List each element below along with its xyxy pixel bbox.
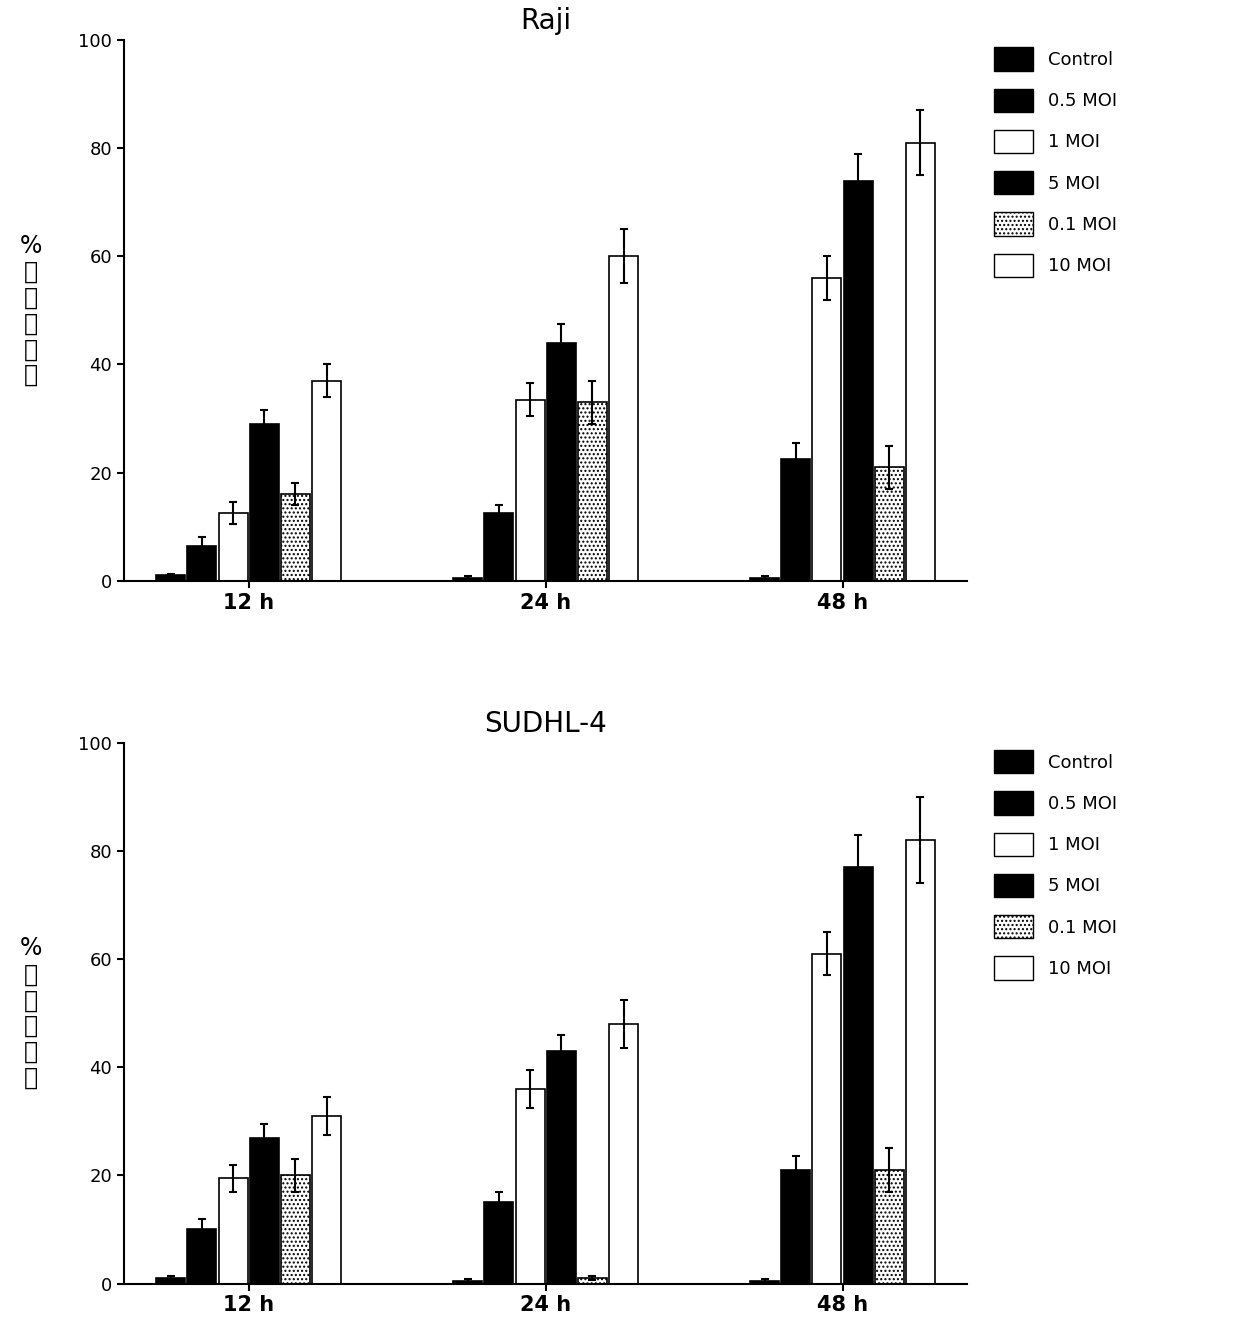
Bar xyxy=(218,513,248,580)
Title: Raji: Raji xyxy=(520,7,572,35)
Bar xyxy=(281,495,310,580)
Bar xyxy=(874,467,904,580)
Bar xyxy=(312,1116,341,1284)
Bar xyxy=(843,868,873,1284)
Bar xyxy=(281,1175,310,1284)
Bar xyxy=(312,381,341,580)
Bar xyxy=(781,1170,810,1284)
Bar xyxy=(874,1170,904,1284)
Bar xyxy=(187,545,217,580)
Title: SUDHL-4: SUDHL-4 xyxy=(485,710,606,738)
Bar xyxy=(609,257,639,580)
Bar xyxy=(547,1051,575,1284)
Legend: Control, 0.5 MOI, 1 MOI, 5 MOI, 0.1 MOI, 10 MOI: Control, 0.5 MOI, 1 MOI, 5 MOI, 0.1 MOI,… xyxy=(985,39,1126,286)
Bar xyxy=(453,578,482,580)
Bar xyxy=(187,1230,217,1284)
Bar xyxy=(812,278,842,580)
Bar xyxy=(218,1178,248,1284)
Bar xyxy=(906,840,935,1284)
Bar xyxy=(609,1024,639,1284)
Bar xyxy=(812,953,842,1284)
Bar xyxy=(578,1278,606,1284)
Bar xyxy=(516,1088,544,1284)
Bar xyxy=(906,143,935,580)
Bar xyxy=(453,1281,482,1284)
Bar xyxy=(156,575,185,580)
Bar xyxy=(485,513,513,580)
Bar xyxy=(249,424,279,580)
Bar xyxy=(750,1281,779,1284)
Bar xyxy=(249,1138,279,1284)
Bar xyxy=(843,180,873,580)
Legend: Control, 0.5 MOI, 1 MOI, 5 MOI, 0.1 MOI, 10 MOI: Control, 0.5 MOI, 1 MOI, 5 MOI, 0.1 MOI,… xyxy=(985,741,1126,988)
Bar xyxy=(485,1202,513,1284)
Bar xyxy=(781,459,810,580)
Text: %
细
胞
侵
染
率: % 细 胞 侵 染 率 xyxy=(20,234,42,388)
Bar xyxy=(156,1278,185,1284)
Bar xyxy=(750,578,779,580)
Bar xyxy=(547,342,575,580)
Text: %
细
胞
侵
染
率: % 细 胞 侵 染 率 xyxy=(20,936,42,1090)
Bar xyxy=(516,400,544,580)
Bar xyxy=(578,402,606,580)
